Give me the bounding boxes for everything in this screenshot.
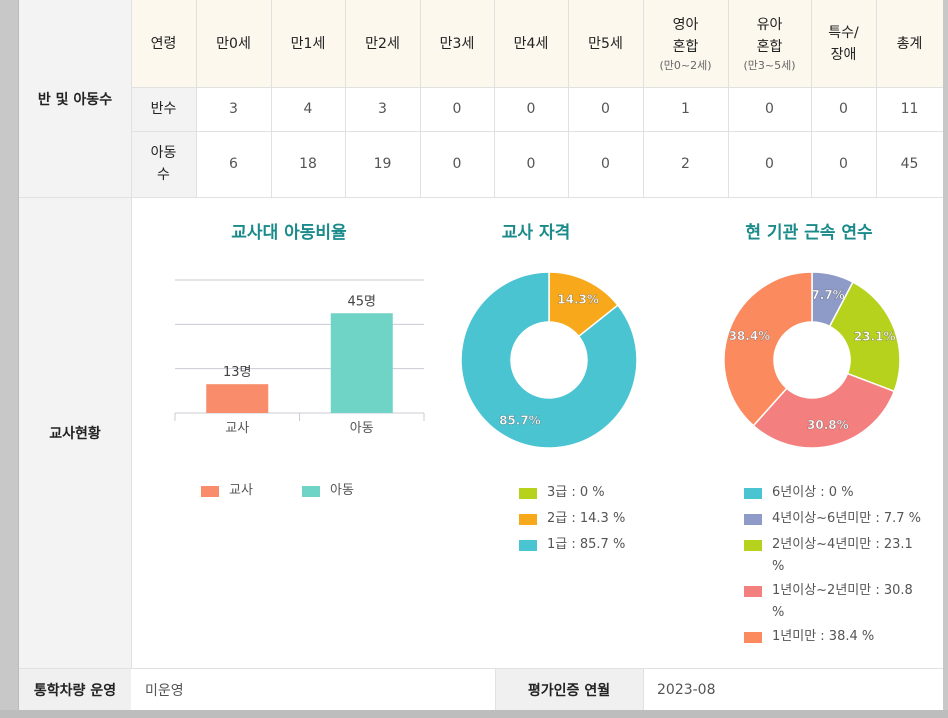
facility-info-card: 반 및 아동수 연령 만0세 만1세 만2세 만3세 만4세 만5세 영아 혼합… bbox=[18, 0, 943, 718]
header-toddler-mixed: 유아 혼합 (만3~5세) bbox=[743, 16, 796, 72]
table-cell: 6 bbox=[229, 156, 238, 172]
legend-swatch bbox=[744, 586, 762, 597]
table-cell: 11 bbox=[900, 101, 919, 117]
legend-swatch bbox=[744, 540, 762, 551]
section2-side-bg bbox=[19, 198, 131, 668]
slice-4 bbox=[723, 271, 813, 427]
slice-data-label: 7.7% bbox=[811, 288, 844, 302]
legend-swatch bbox=[744, 632, 762, 643]
legend-item-tenure4: 4년이상~6년미만 : 7.7 % bbox=[744, 508, 929, 530]
table-cell: 0 bbox=[601, 101, 610, 117]
header-age: 연령 bbox=[150, 35, 177, 52]
qual-donut-chart: 14.3% 85.7% bbox=[460, 271, 638, 449]
header-age5: 만5세 bbox=[588, 35, 623, 52]
x-tick-label: 교사 bbox=[225, 421, 249, 436]
header-total: 총계 bbox=[896, 35, 923, 52]
legend-item-tenure0: 1년미만 : 38.4 % bbox=[744, 626, 929, 648]
cert-label: 평가인증 연월 bbox=[527, 683, 611, 699]
cert-label-bg bbox=[495, 669, 643, 711]
table-cell: 19 bbox=[373, 156, 392, 172]
table-cell: 0 bbox=[839, 156, 848, 172]
slice-3 bbox=[752, 372, 896, 449]
header-age0: 만0세 bbox=[216, 35, 251, 52]
legend-item-grade3: 3급 : 0 % bbox=[519, 482, 605, 504]
section1-side-bg bbox=[19, 0, 131, 197]
header-age3: 만3세 bbox=[439, 35, 475, 52]
table-cell: 3 bbox=[229, 101, 238, 117]
legend-swatch bbox=[519, 514, 537, 525]
row-label-children: 아동 수 bbox=[150, 145, 177, 183]
table-cell: 3 bbox=[378, 101, 387, 117]
row-label-classes: 반수 bbox=[150, 101, 177, 117]
legend-swatch bbox=[302, 486, 320, 497]
cert-value: 2023-08 bbox=[657, 682, 716, 698]
slice-2 bbox=[828, 281, 901, 393]
bar-1 bbox=[330, 313, 393, 413]
legend-item-teacher: 교사 bbox=[201, 480, 253, 502]
section-label-teachers: 교사현황 bbox=[49, 426, 101, 442]
table-cell: 45 bbox=[900, 156, 919, 172]
table-cell: 4 bbox=[303, 101, 313, 117]
header-special: 특수/ 장애 bbox=[828, 24, 859, 63]
legend-item-grade1: 1급 : 85.7 % bbox=[519, 534, 625, 556]
slice-data-label: 14.3% bbox=[557, 293, 599, 307]
table-cell: 0 bbox=[526, 156, 536, 172]
legend-item-tenure6: 6년이상 : 0 % bbox=[744, 482, 929, 504]
row-label-bg bbox=[131, 87, 196, 197]
legend-item-tenure2: 2년이상~4년미만 : 23.1 % bbox=[744, 534, 929, 578]
header-age2: 만2세 bbox=[365, 35, 400, 52]
legend-item-tenure1: 1년이상~2년미만 : 30.8 % bbox=[744, 580, 929, 624]
table-cell: 0 bbox=[526, 101, 536, 117]
legend-swatch bbox=[744, 514, 762, 525]
x-tick-label: 아동 bbox=[350, 421, 374, 436]
section-label-classes: 반 및 아동수 bbox=[37, 91, 113, 108]
ratio-chart-title: 교사대 아동비율 bbox=[231, 223, 347, 243]
table-cell: 0 bbox=[452, 101, 462, 117]
slice-2 bbox=[460, 271, 638, 449]
qual-chart-title: 교사 자격 bbox=[501, 223, 571, 243]
tenure-chart-title: 현 기관 근속 연수 bbox=[745, 223, 873, 243]
legend-item-grade2: 2급 : 14.3 % bbox=[519, 508, 625, 530]
window-bottom-edge bbox=[0, 710, 948, 718]
header-age1: 만1세 bbox=[290, 35, 326, 52]
legend-swatch bbox=[519, 540, 537, 551]
slice-data-label: 30.8% bbox=[807, 418, 849, 432]
bus-value: 미운영 bbox=[145, 683, 184, 699]
bus-label-bg bbox=[19, 669, 131, 711]
bar-data-label: 45명 bbox=[347, 294, 376, 309]
slice-data-label: 38.4% bbox=[729, 329, 771, 343]
slice-data-label: 23.1% bbox=[854, 329, 896, 343]
header-age4: 만4세 bbox=[513, 35, 549, 52]
bar-data-label: 13명 bbox=[223, 365, 252, 380]
table-header-row bbox=[131, 0, 943, 87]
tenure-donut-chart: 7.7% 23.1% 30.8% 38.4% bbox=[723, 271, 901, 449]
table-cell: 0 bbox=[601, 156, 610, 172]
legend-swatch bbox=[201, 486, 219, 497]
table-cell: 2 bbox=[681, 156, 690, 172]
table-cell: 0 bbox=[765, 101, 774, 117]
bar-0 bbox=[206, 384, 269, 413]
header-infant-mixed: 영아 혼합 (만0~2세) bbox=[659, 16, 712, 72]
table-cell: 18 bbox=[299, 156, 317, 172]
legend-swatch bbox=[744, 488, 762, 499]
legend-item-child: 아동 bbox=[302, 480, 354, 502]
legend-swatch bbox=[519, 488, 537, 499]
bus-label: 통학차량 운영 bbox=[33, 683, 117, 699]
table-cell: 0 bbox=[765, 156, 774, 172]
table-cell: 1 bbox=[681, 101, 690, 117]
table-cell: 0 bbox=[839, 101, 848, 117]
table-cell: 0 bbox=[452, 156, 462, 172]
slice-data-label: 85.7% bbox=[499, 413, 541, 427]
